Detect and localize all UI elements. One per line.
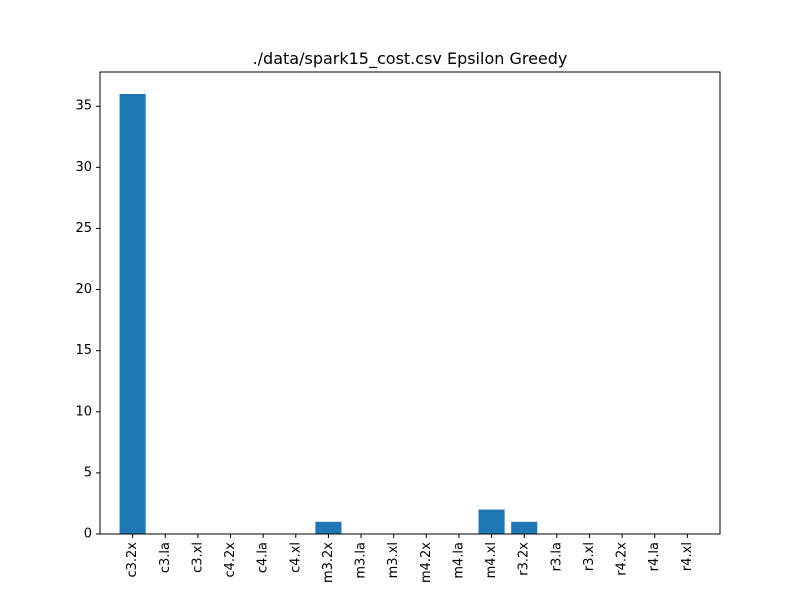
x-tick-label: r3.xl [582, 542, 597, 571]
x-tick-label: m3.xl [386, 542, 401, 578]
bar-m4-xl [478, 509, 505, 534]
x-tick-label: c3.xl [190, 542, 205, 573]
x-tick-label: c4.la [256, 542, 271, 573]
x-tick-label: c4.xl [288, 542, 303, 573]
x-tick-label: c4.2x [223, 542, 238, 578]
x-tick-label: r3.la [549, 542, 564, 571]
x-tick-label: r4.la [647, 542, 662, 571]
x-tick-label: c3.la [158, 542, 173, 573]
x-tick-label: m3.la [354, 542, 369, 579]
y-tick-label: 5 [84, 465, 92, 480]
bars-group [119, 94, 538, 534]
y-tick-label: 20 [75, 282, 92, 297]
x-tick-label: r3.2x [517, 542, 532, 576]
x-tick-label: r4.2x [615, 542, 630, 576]
x-tick-label: m4.2x [419, 542, 434, 583]
x-tick-label: m4.xl [484, 542, 499, 578]
x-tick-label: m3.2x [321, 542, 336, 583]
x-tick-label: r4.xl [680, 542, 695, 571]
y-axis-ticks: 0 5 10 15 20 25 30 35 [75, 99, 100, 542]
bar-r3-2x [511, 521, 538, 534]
y-tick-label: 35 [75, 99, 92, 114]
x-tick-label: c3.2x [125, 542, 140, 578]
bar-c3-2x [119, 94, 146, 534]
x-tick-label: m4.la [451, 542, 466, 579]
y-tick-label: 10 [75, 404, 92, 419]
plot-frame [99, 71, 721, 535]
y-tick-label: 15 [75, 343, 92, 358]
bar-m3-2x [315, 521, 342, 534]
y-tick-label: 0 [84, 527, 92, 542]
chart-title: ./data/spark15_cost.csv Epsilon Greedy [253, 49, 568, 69]
x-axis-ticks: c3.2x c3.la c3.xl c4.2x c4.la c4.xl m3.2x m3.la… [125, 534, 695, 583]
y-tick-label: 25 [75, 221, 92, 236]
y-tick-label: 30 [75, 160, 92, 175]
